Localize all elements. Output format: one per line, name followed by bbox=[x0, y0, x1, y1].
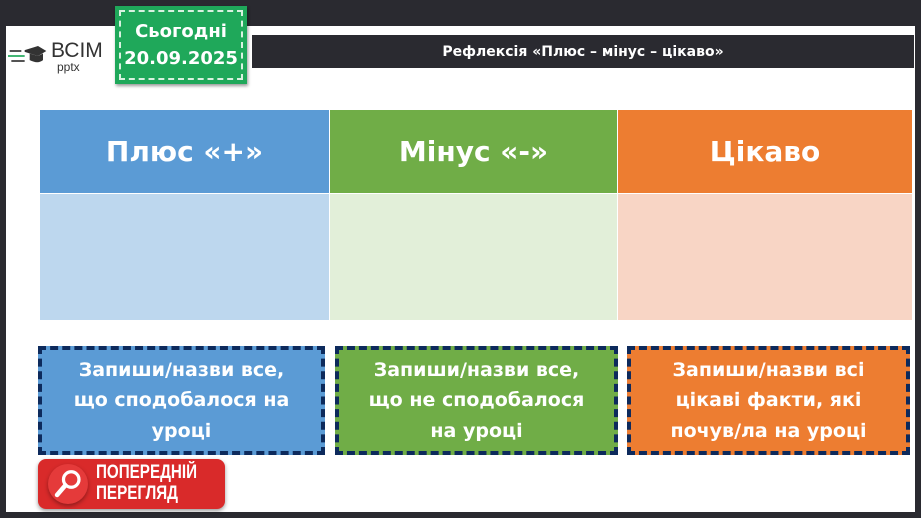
graduation-cap-icon bbox=[8, 46, 47, 63]
preview-button[interactable]: ПОПЕРЕДНІЙ ПЕРЕГЛЯД bbox=[38, 459, 225, 509]
logo: ВСІМ pptx bbox=[8, 38, 112, 74]
header-minus: Мінус «-» bbox=[330, 110, 618, 193]
header-plus: Плюс «+» bbox=[40, 110, 330, 193]
logo-text: ВСІМ bbox=[51, 38, 103, 62]
note-interesting: Запиши/назви всі цікаві факти, які почув… bbox=[627, 346, 910, 455]
date-label: Сьогодні bbox=[135, 21, 227, 42]
date-badge: Сьогодні 20.09.2025 bbox=[115, 6, 247, 84]
cell-plus bbox=[40, 193, 330, 320]
header-interesting: Цікаво bbox=[618, 110, 913, 193]
note-plus: Запиши/назви все, що сподобалося на уроц… bbox=[38, 346, 325, 455]
note-minus: Запиши/назви все, що не сподобалося на у… bbox=[335, 346, 618, 455]
date-value: 20.09.2025 bbox=[124, 48, 238, 69]
reflection-table: Плюс «+» Мінус «-» Цікаво bbox=[40, 110, 913, 320]
slide-title: Рефлексія «Плюс – мінус – цікаво» bbox=[252, 35, 914, 68]
magnifier-icon bbox=[48, 464, 88, 504]
cell-interesting bbox=[618, 193, 913, 320]
cell-minus bbox=[330, 193, 618, 320]
logo-subtext: pptx bbox=[57, 59, 80, 74]
preview-label: ПОПЕРЕДНІЙ ПЕРЕГЛЯД bbox=[96, 462, 198, 504]
